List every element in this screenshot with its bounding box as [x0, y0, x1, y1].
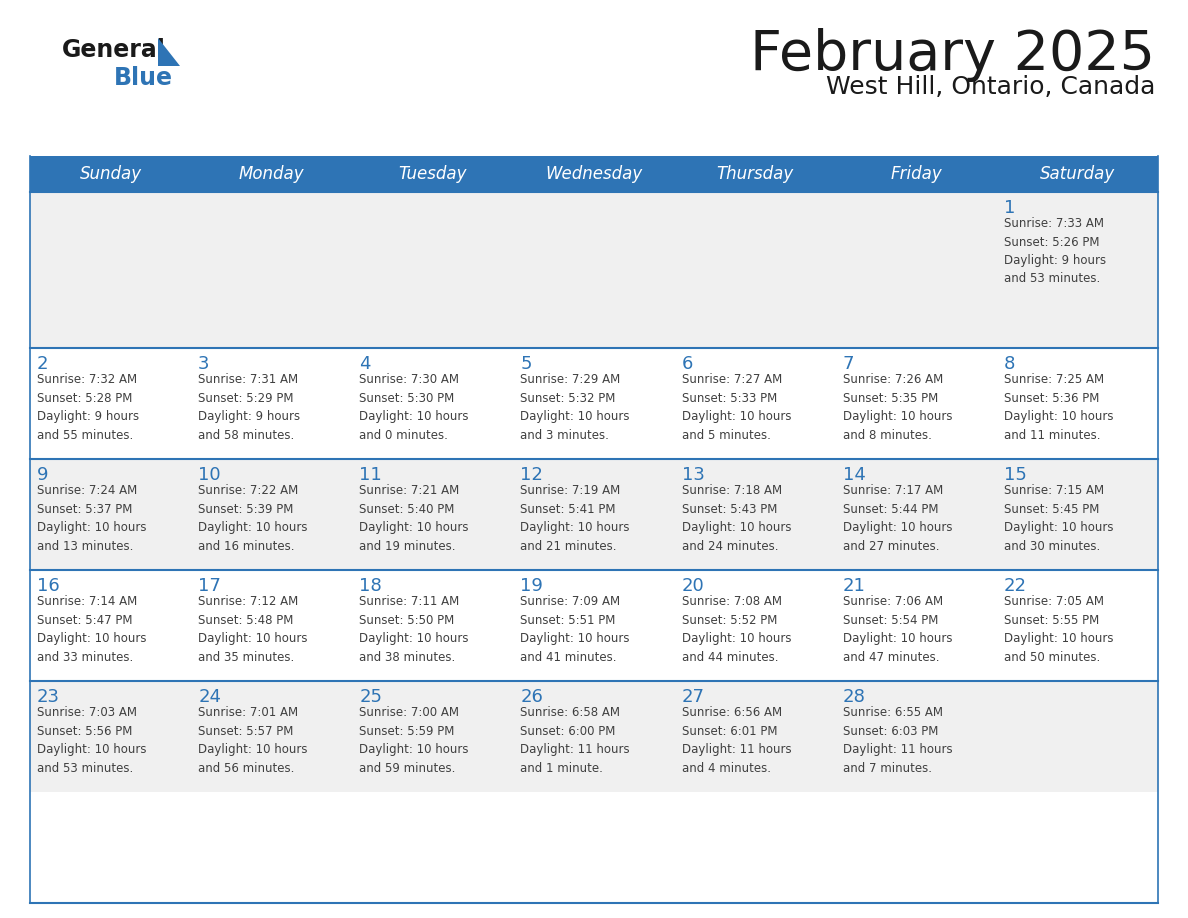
Text: Tuesday: Tuesday	[399, 165, 467, 183]
Text: Sunrise: 7:21 AM
Sunset: 5:40 PM
Daylight: 10 hours
and 19 minutes.: Sunrise: 7:21 AM Sunset: 5:40 PM Dayligh…	[359, 485, 469, 553]
Text: 4: 4	[359, 355, 371, 374]
Text: Sunrise: 6:55 AM
Sunset: 6:03 PM
Daylight: 11 hours
and 7 minutes.: Sunrise: 6:55 AM Sunset: 6:03 PM Dayligh…	[842, 706, 953, 775]
Text: Sunrise: 7:26 AM
Sunset: 5:35 PM
Daylight: 10 hours
and 8 minutes.: Sunrise: 7:26 AM Sunset: 5:35 PM Dayligh…	[842, 374, 953, 442]
Text: 7: 7	[842, 355, 854, 374]
Text: Monday: Monday	[239, 165, 304, 183]
Text: Sunrise: 7:05 AM
Sunset: 5:55 PM
Daylight: 10 hours
and 50 minutes.: Sunrise: 7:05 AM Sunset: 5:55 PM Dayligh…	[1004, 595, 1113, 664]
Text: Thursday: Thursday	[716, 165, 794, 183]
Text: Sunrise: 7:15 AM
Sunset: 5:45 PM
Daylight: 10 hours
and 30 minutes.: Sunrise: 7:15 AM Sunset: 5:45 PM Dayligh…	[1004, 485, 1113, 553]
Text: Sunrise: 7:33 AM
Sunset: 5:26 PM
Daylight: 9 hours
and 53 minutes.: Sunrise: 7:33 AM Sunset: 5:26 PM Dayligh…	[1004, 217, 1106, 285]
Text: 26: 26	[520, 688, 543, 706]
Text: Sunrise: 7:27 AM
Sunset: 5:33 PM
Daylight: 10 hours
and 5 minutes.: Sunrise: 7:27 AM Sunset: 5:33 PM Dayligh…	[682, 374, 791, 442]
Text: Sunrise: 7:08 AM
Sunset: 5:52 PM
Daylight: 10 hours
and 44 minutes.: Sunrise: 7:08 AM Sunset: 5:52 PM Dayligh…	[682, 595, 791, 664]
Text: 21: 21	[842, 577, 866, 595]
Text: Sunrise: 7:11 AM
Sunset: 5:50 PM
Daylight: 10 hours
and 38 minutes.: Sunrise: 7:11 AM Sunset: 5:50 PM Dayligh…	[359, 595, 469, 664]
Text: 3: 3	[198, 355, 209, 374]
Text: 13: 13	[682, 466, 704, 485]
Text: Sunrise: 7:14 AM
Sunset: 5:47 PM
Daylight: 10 hours
and 33 minutes.: Sunrise: 7:14 AM Sunset: 5:47 PM Dayligh…	[37, 595, 146, 664]
Text: 18: 18	[359, 577, 383, 595]
Text: 2: 2	[37, 355, 49, 374]
Text: Friday: Friday	[891, 165, 942, 183]
Text: Sunday: Sunday	[80, 165, 141, 183]
Text: 25: 25	[359, 688, 383, 706]
Bar	[30, 156, 1158, 192]
Text: 23: 23	[37, 688, 61, 706]
Text: Sunrise: 7:06 AM
Sunset: 5:54 PM
Daylight: 10 hours
and 47 minutes.: Sunrise: 7:06 AM Sunset: 5:54 PM Dayligh…	[842, 595, 953, 664]
Text: Sunrise: 6:58 AM
Sunset: 6:00 PM
Daylight: 11 hours
and 1 minute.: Sunrise: 6:58 AM Sunset: 6:00 PM Dayligh…	[520, 706, 630, 775]
Text: Sunrise: 7:09 AM
Sunset: 5:51 PM
Daylight: 10 hours
and 41 minutes.: Sunrise: 7:09 AM Sunset: 5:51 PM Dayligh…	[520, 595, 630, 664]
Bar	[30, 459, 1158, 570]
Text: Sunrise: 7:03 AM
Sunset: 5:56 PM
Daylight: 10 hours
and 53 minutes.: Sunrise: 7:03 AM Sunset: 5:56 PM Dayligh…	[37, 706, 146, 775]
Text: Sunrise: 7:25 AM
Sunset: 5:36 PM
Daylight: 10 hours
and 11 minutes.: Sunrise: 7:25 AM Sunset: 5:36 PM Dayligh…	[1004, 374, 1113, 442]
Text: 11: 11	[359, 466, 383, 485]
Text: Sunrise: 7:22 AM
Sunset: 5:39 PM
Daylight: 10 hours
and 16 minutes.: Sunrise: 7:22 AM Sunset: 5:39 PM Dayligh…	[198, 485, 308, 553]
Text: Sunrise: 7:17 AM
Sunset: 5:44 PM
Daylight: 10 hours
and 27 minutes.: Sunrise: 7:17 AM Sunset: 5:44 PM Dayligh…	[842, 485, 953, 553]
Text: Sunrise: 7:18 AM
Sunset: 5:43 PM
Daylight: 10 hours
and 24 minutes.: Sunrise: 7:18 AM Sunset: 5:43 PM Dayligh…	[682, 485, 791, 553]
Text: 14: 14	[842, 466, 866, 485]
Text: Sunrise: 7:19 AM
Sunset: 5:41 PM
Daylight: 10 hours
and 21 minutes.: Sunrise: 7:19 AM Sunset: 5:41 PM Dayligh…	[520, 485, 630, 553]
Text: 15: 15	[1004, 466, 1026, 485]
Text: 22: 22	[1004, 577, 1026, 595]
Text: 12: 12	[520, 466, 543, 485]
Bar	[30, 681, 1158, 792]
Text: Sunrise: 7:24 AM
Sunset: 5:37 PM
Daylight: 10 hours
and 13 minutes.: Sunrise: 7:24 AM Sunset: 5:37 PM Dayligh…	[37, 485, 146, 553]
Text: 6: 6	[682, 355, 693, 374]
Text: 17: 17	[198, 577, 221, 595]
Text: 16: 16	[37, 577, 59, 595]
Text: Blue: Blue	[114, 66, 173, 90]
Text: Sunrise: 7:12 AM
Sunset: 5:48 PM
Daylight: 10 hours
and 35 minutes.: Sunrise: 7:12 AM Sunset: 5:48 PM Dayligh…	[198, 595, 308, 664]
Text: Sunrise: 7:32 AM
Sunset: 5:28 PM
Daylight: 9 hours
and 55 minutes.: Sunrise: 7:32 AM Sunset: 5:28 PM Dayligh…	[37, 374, 139, 442]
Text: 10: 10	[198, 466, 221, 485]
Text: 24: 24	[198, 688, 221, 706]
Text: Sunrise: 6:56 AM
Sunset: 6:01 PM
Daylight: 11 hours
and 4 minutes.: Sunrise: 6:56 AM Sunset: 6:01 PM Dayligh…	[682, 706, 791, 775]
Bar	[30, 349, 1158, 459]
Text: Sunrise: 7:00 AM
Sunset: 5:59 PM
Daylight: 10 hours
and 59 minutes.: Sunrise: 7:00 AM Sunset: 5:59 PM Dayligh…	[359, 706, 469, 775]
Text: 27: 27	[682, 688, 704, 706]
Text: Sunrise: 7:30 AM
Sunset: 5:30 PM
Daylight: 10 hours
and 0 minutes.: Sunrise: 7:30 AM Sunset: 5:30 PM Dayligh…	[359, 374, 469, 442]
Text: 9: 9	[37, 466, 49, 485]
Text: February 2025: February 2025	[750, 28, 1155, 82]
Text: Sunrise: 7:29 AM
Sunset: 5:32 PM
Daylight: 10 hours
and 3 minutes.: Sunrise: 7:29 AM Sunset: 5:32 PM Dayligh…	[520, 374, 630, 442]
Text: 28: 28	[842, 688, 866, 706]
Polygon shape	[158, 38, 181, 66]
Text: 19: 19	[520, 577, 543, 595]
Bar	[30, 570, 1158, 681]
Text: Saturday: Saturday	[1040, 165, 1116, 183]
Text: 8: 8	[1004, 355, 1016, 374]
Text: Sunrise: 7:01 AM
Sunset: 5:57 PM
Daylight: 10 hours
and 56 minutes.: Sunrise: 7:01 AM Sunset: 5:57 PM Dayligh…	[198, 706, 308, 775]
Text: 1: 1	[1004, 199, 1016, 217]
Text: West Hill, Ontario, Canada: West Hill, Ontario, Canada	[826, 75, 1155, 99]
Bar	[30, 192, 1158, 349]
Text: General: General	[62, 38, 166, 62]
Text: 20: 20	[682, 577, 704, 595]
Text: 5: 5	[520, 355, 532, 374]
Text: Sunrise: 7:31 AM
Sunset: 5:29 PM
Daylight: 9 hours
and 58 minutes.: Sunrise: 7:31 AM Sunset: 5:29 PM Dayligh…	[198, 374, 301, 442]
Text: Wednesday: Wednesday	[545, 165, 643, 183]
